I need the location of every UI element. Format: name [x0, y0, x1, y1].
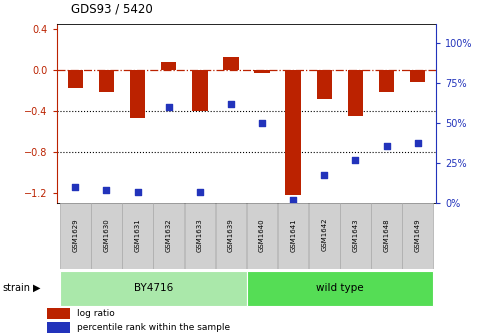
Point — [134, 190, 141, 195]
Bar — [340, 203, 371, 269]
Bar — [247, 203, 277, 269]
Text: ▶: ▶ — [33, 283, 40, 293]
Bar — [379, 70, 394, 92]
Point — [352, 158, 359, 163]
Bar — [153, 203, 184, 269]
Text: strain: strain — [2, 283, 31, 293]
Text: GSM1640: GSM1640 — [259, 218, 265, 252]
Point — [258, 121, 266, 126]
Text: GSM1643: GSM1643 — [352, 218, 358, 252]
Bar — [410, 70, 425, 82]
Bar — [60, 203, 91, 269]
Point — [165, 105, 173, 110]
Text: GSM1649: GSM1649 — [415, 218, 421, 252]
Point — [320, 172, 328, 177]
Bar — [309, 203, 340, 269]
Text: GDS93 / 5420: GDS93 / 5420 — [71, 2, 153, 15]
Bar — [47, 322, 70, 333]
Point — [103, 188, 110, 193]
Text: GSM1633: GSM1633 — [197, 218, 203, 252]
Bar — [348, 70, 363, 116]
Bar — [130, 70, 145, 118]
Point — [289, 197, 297, 203]
Bar — [317, 70, 332, 98]
Point — [227, 101, 235, 107]
Bar — [254, 70, 270, 73]
Bar — [122, 203, 153, 269]
Point — [196, 190, 204, 195]
Text: percentile rank within the sample: percentile rank within the sample — [77, 323, 230, 332]
Text: GSM1630: GSM1630 — [104, 218, 109, 252]
Text: GSM1631: GSM1631 — [135, 218, 141, 252]
Bar — [192, 70, 208, 111]
Text: BY4716: BY4716 — [134, 283, 173, 293]
Bar — [91, 203, 122, 269]
Text: GSM1629: GSM1629 — [72, 218, 78, 252]
Bar — [371, 203, 402, 269]
Text: wild type: wild type — [316, 283, 364, 293]
Bar — [246, 271, 433, 305]
Text: GSM1632: GSM1632 — [166, 218, 172, 252]
Bar — [60, 271, 246, 305]
Bar — [68, 70, 83, 88]
Text: log ratio: log ratio — [77, 309, 115, 318]
Bar — [402, 203, 433, 269]
Text: GSM1641: GSM1641 — [290, 218, 296, 252]
Bar — [184, 203, 215, 269]
Bar — [99, 70, 114, 92]
Bar — [285, 70, 301, 195]
Bar — [216, 203, 246, 269]
Bar — [223, 57, 239, 70]
Bar — [161, 61, 176, 70]
Text: GSM1648: GSM1648 — [384, 218, 389, 252]
Bar — [47, 308, 70, 319]
Bar — [278, 203, 309, 269]
Point — [71, 184, 79, 190]
Point — [414, 140, 422, 145]
Text: GSM1642: GSM1642 — [321, 218, 327, 251]
Text: GSM1639: GSM1639 — [228, 218, 234, 252]
Point — [383, 143, 390, 149]
